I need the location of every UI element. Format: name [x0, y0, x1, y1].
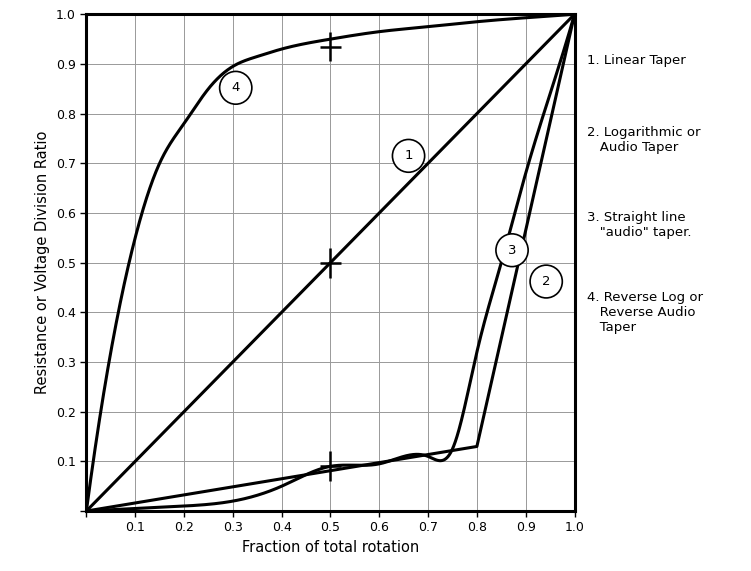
Text: 2. Logarithmic or
   Audio Taper: 2. Logarithmic or Audio Taper [587, 126, 701, 154]
Text: 3: 3 [508, 244, 516, 257]
Text: 1: 1 [404, 150, 413, 162]
Text: 1. Linear Taper: 1. Linear Taper [587, 54, 686, 67]
Circle shape [393, 139, 424, 172]
Circle shape [496, 234, 528, 267]
Circle shape [219, 71, 252, 104]
Text: 4. Reverse Log or
   Reverse Audio
   Taper: 4. Reverse Log or Reverse Audio Taper [587, 291, 703, 334]
Text: 2: 2 [542, 275, 550, 288]
Text: 4: 4 [231, 81, 240, 94]
Y-axis label: Resistance or Voltage Division Ratio: Resistance or Voltage Division Ratio [35, 131, 50, 395]
Circle shape [530, 265, 562, 298]
X-axis label: Fraction of total rotation: Fraction of total rotation [242, 540, 419, 555]
Text: 3. Straight line
   "audio" taper.: 3. Straight line "audio" taper. [587, 211, 692, 239]
